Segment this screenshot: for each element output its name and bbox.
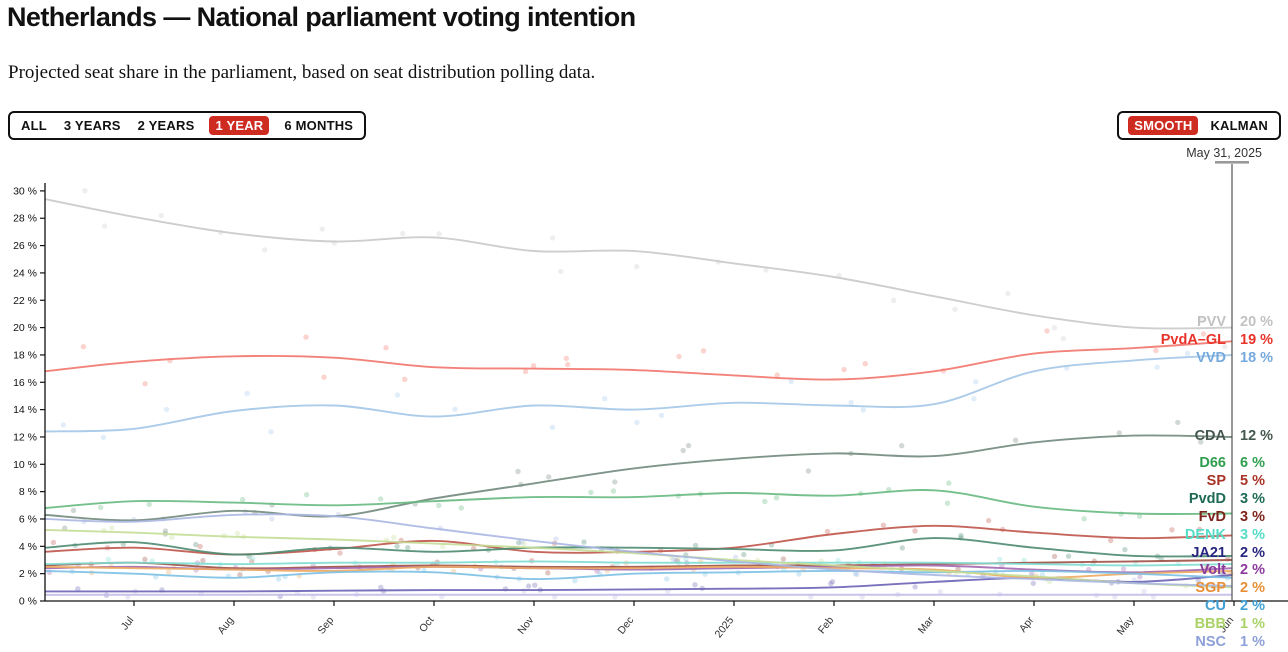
party-label-PVV: PVV bbox=[1197, 314, 1226, 330]
poll-dots-D66 bbox=[98, 480, 1143, 522]
mode-button-smooth[interactable]: SMOOTH bbox=[1128, 116, 1199, 135]
svg-text:26 %: 26 % bbox=[13, 240, 37, 252]
poll-dots-CDA bbox=[61, 419, 1204, 537]
range-button-all[interactable]: ALL bbox=[21, 118, 47, 133]
series-line-PvdD bbox=[44, 537, 1233, 558]
svg-text:24 %: 24 % bbox=[13, 267, 37, 279]
svg-text:Aug: Aug bbox=[215, 614, 236, 636]
party-label-JA21: JA21 bbox=[1191, 545, 1226, 561]
trend-lines bbox=[44, 198, 1233, 596]
party-value-FvD: 3 % bbox=[1240, 509, 1265, 525]
axes bbox=[44, 183, 1288, 602]
party-value-PVV: 20 % bbox=[1240, 314, 1273, 330]
svg-text:Nov: Nov bbox=[515, 614, 536, 637]
series-line-PvdA–GL bbox=[44, 340, 1233, 381]
y-axis-ticks: 0 % 2 % 4 % 6 % 8 % 10 % 12 % 14 % 16 % 18 % 20 % 2… bbox=[13, 185, 45, 608]
svg-text:14 %: 14 % bbox=[13, 404, 37, 416]
poll-dots-PvdA–GL bbox=[80, 328, 1207, 387]
svg-text:10 %: 10 % bbox=[13, 459, 37, 471]
svg-text:16 %: 16 % bbox=[13, 377, 37, 389]
svg-text:Apr: Apr bbox=[1017, 614, 1037, 635]
series-line-VVD bbox=[44, 353, 1233, 433]
svg-text:0 %: 0 % bbox=[19, 596, 37, 608]
svg-text:Dec: Dec bbox=[615, 614, 636, 636]
party-labels: PVV 20 % PvdA–GL 19 % VVD 18 % CDA 12 % D66 6 % SP… bbox=[1161, 314, 1273, 650]
party-value-Volt: 2 % bbox=[1240, 562, 1265, 578]
party-label-PvdA–GL: PvdA–GL bbox=[1161, 332, 1226, 348]
svg-text:2025: 2025 bbox=[713, 614, 737, 640]
party-value-SP: 5 % bbox=[1240, 473, 1265, 489]
party-label-SP: SP bbox=[1207, 473, 1227, 489]
party-value-PvdA–GL: 19 % bbox=[1240, 332, 1273, 348]
party-value-DENK: 3 % bbox=[1240, 527, 1265, 543]
series-line-CU bbox=[44, 569, 1233, 581]
party-label-D66: D66 bbox=[1199, 455, 1226, 471]
cursor-date-label: May 31, 2025 bbox=[1186, 146, 1262, 160]
page-title: Netherlands — National parliament voting… bbox=[7, 2, 636, 32]
svg-text:18 %: 18 % bbox=[13, 349, 37, 361]
series-line-DENK bbox=[44, 560, 1233, 567]
party-value-CDA: 12 % bbox=[1240, 428, 1273, 444]
party-label-DENK: DENK bbox=[1185, 527, 1227, 543]
party-value-VVD: 18 % bbox=[1240, 350, 1273, 366]
series-line-CDA bbox=[44, 434, 1233, 522]
svg-text:28 %: 28 % bbox=[13, 213, 37, 225]
cursor-line[interactable] bbox=[1215, 161, 1249, 601]
party-label-FvD: FvD bbox=[1199, 509, 1226, 525]
svg-text:12 %: 12 % bbox=[13, 431, 37, 443]
party-label-PvdD: PvdD bbox=[1189, 491, 1226, 507]
party-label-NSC: NSC bbox=[1195, 634, 1226, 650]
series-line-D66 bbox=[44, 489, 1233, 515]
party-label-CDA: CDA bbox=[1195, 428, 1227, 444]
party-value-CU: 2 % bbox=[1240, 598, 1265, 614]
poll-dots-PVV bbox=[82, 188, 1228, 350]
svg-text:2 %: 2 % bbox=[19, 568, 37, 580]
svg-text:Sep: Sep bbox=[315, 614, 336, 636]
party-value-JA21: 2 % bbox=[1240, 545, 1265, 561]
range-button-3-years[interactable]: 3 YEARS bbox=[63, 118, 121, 133]
poll-dots-VVD bbox=[60, 350, 1191, 440]
svg-text:8 %: 8 % bbox=[19, 486, 37, 498]
svg-text:Jul: Jul bbox=[119, 614, 137, 632]
poll-dots-SP bbox=[50, 517, 1203, 565]
poll-dots bbox=[46, 188, 1234, 600]
time-range-selector: ALL 3 YEARS 2 YEARS 1 YEAR 6 MONTHS bbox=[8, 111, 367, 140]
party-value-NSC: 1 % bbox=[1240, 634, 1265, 650]
party-label-Volt: Volt bbox=[1200, 562, 1226, 578]
svg-text:May: May bbox=[1115, 614, 1137, 638]
svg-text:20 %: 20 % bbox=[13, 322, 37, 334]
smoothing-mode-selector: SMOOTH KALMAN bbox=[1117, 111, 1281, 140]
svg-text:Oct: Oct bbox=[417, 614, 437, 634]
party-label-CU: CU bbox=[1205, 598, 1226, 614]
mode-button-kalman[interactable]: KALMAN bbox=[1210, 118, 1268, 133]
svg-text:4 %: 4 % bbox=[19, 541, 37, 553]
svg-text:6 %: 6 % bbox=[19, 513, 37, 525]
party-value-D66: 6 % bbox=[1240, 455, 1265, 471]
svg-text:22 %: 22 % bbox=[13, 295, 37, 307]
party-value-SGP: 2 % bbox=[1240, 580, 1265, 596]
range-button-1-year[interactable]: 1 YEAR bbox=[209, 116, 270, 135]
x-axis-ticks: Jul Aug Sep Oct Nov Dec 2025 Feb Mar Apr May Jun bbox=[119, 601, 1236, 640]
series-line-FvD bbox=[44, 559, 1233, 570]
party-label-BBB: BBB bbox=[1195, 616, 1226, 632]
party-value-BBB: 1 % bbox=[1240, 616, 1265, 632]
range-button-2-years[interactable]: 2 YEARS bbox=[137, 118, 195, 133]
party-label-SGP: SGP bbox=[1195, 580, 1226, 596]
range-button-6-months[interactable]: 6 MONTHS bbox=[284, 118, 354, 133]
series-line-NSC bbox=[44, 513, 1233, 587]
page-subtitle: Projected seat share in the parliament, … bbox=[8, 62, 596, 83]
series-line-SGP bbox=[44, 565, 1233, 579]
series-line-BBB bbox=[44, 528, 1233, 589]
svg-text:Feb: Feb bbox=[816, 614, 837, 636]
party-value-PvdD: 3 % bbox=[1240, 491, 1265, 507]
svg-text:Mar: Mar bbox=[916, 614, 937, 636]
svg-text:30 %: 30 % bbox=[13, 185, 37, 197]
party-label-VVD: VVD bbox=[1196, 350, 1226, 366]
series-line-PVV bbox=[44, 198, 1233, 330]
